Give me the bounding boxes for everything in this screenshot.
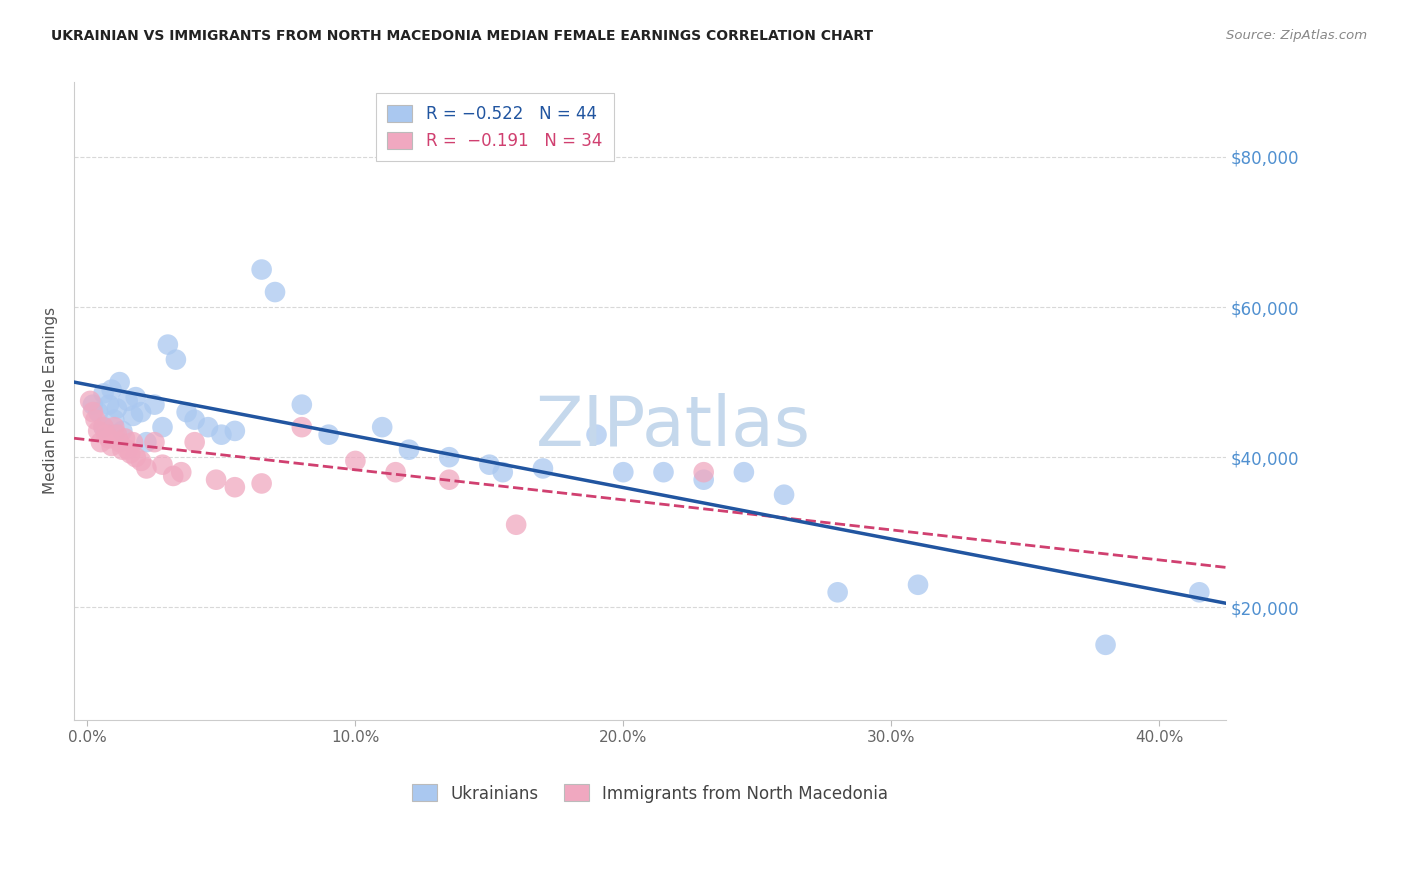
- Point: [96, 427, 118, 442]
- Point: [108, 375, 131, 389]
- Point: [176, 405, 198, 419]
- Point: [384, 465, 406, 479]
- Point: [82, 398, 104, 412]
- Point: [152, 458, 174, 472]
- Point: [398, 442, 420, 457]
- Point: [105, 427, 128, 442]
- Point: [105, 401, 128, 416]
- Point: [87, 424, 110, 438]
- Point: [170, 465, 193, 479]
- Point: [82, 405, 104, 419]
- Point: [692, 473, 714, 487]
- Text: UKRAINIAN VS IMMIGRANTS FROM NORTH MACEDONIA MEDIAN FEMALE EARNINGS CORRELATION : UKRAINIAN VS IMMIGRANTS FROM NORTH MACED…: [51, 29, 873, 43]
- Y-axis label: Median Female Earnings: Median Female Earnings: [44, 308, 58, 494]
- Point: [79, 393, 101, 408]
- Point: [162, 469, 184, 483]
- Point: [773, 488, 796, 502]
- Point: [437, 450, 460, 465]
- Point: [100, 439, 122, 453]
- Point: [108, 435, 131, 450]
- Point: [122, 435, 145, 450]
- Point: [318, 427, 340, 442]
- Point: [103, 412, 125, 426]
- Point: [135, 461, 157, 475]
- Point: [344, 454, 367, 468]
- Point: [152, 420, 174, 434]
- Point: [652, 465, 675, 479]
- Point: [183, 435, 205, 450]
- Point: [114, 432, 136, 446]
- Point: [505, 517, 527, 532]
- Point: [250, 262, 273, 277]
- Point: [122, 409, 145, 423]
- Point: [125, 390, 148, 404]
- Point: [264, 285, 287, 299]
- Point: [125, 450, 148, 465]
- Point: [111, 424, 134, 438]
- Point: [93, 420, 115, 434]
- Point: [120, 446, 142, 460]
- Point: [165, 352, 187, 367]
- Text: ZIPatlas: ZIPatlas: [536, 392, 811, 460]
- Point: [492, 465, 515, 479]
- Point: [371, 420, 394, 434]
- Point: [117, 442, 139, 457]
- Point: [183, 412, 205, 426]
- Point: [827, 585, 849, 599]
- Text: Source: ZipAtlas.com: Source: ZipAtlas.com: [1226, 29, 1367, 42]
- Point: [437, 473, 460, 487]
- Point: [250, 476, 273, 491]
- Point: [103, 420, 125, 434]
- Point: [100, 383, 122, 397]
- Point: [1188, 585, 1211, 599]
- Point: [156, 337, 179, 351]
- Point: [291, 420, 314, 434]
- Point: [97, 432, 120, 446]
- Point: [93, 420, 115, 434]
- Point: [117, 393, 139, 408]
- Point: [111, 442, 134, 457]
- Point: [84, 412, 107, 426]
- Point: [224, 424, 246, 438]
- Point: [90, 435, 112, 450]
- Point: [129, 405, 152, 419]
- Point: [129, 454, 152, 468]
- Legend: Ukrainians, Immigrants from North Macedonia: Ukrainians, Immigrants from North Macedo…: [404, 776, 897, 811]
- Point: [197, 420, 219, 434]
- Point: [93, 386, 115, 401]
- Point: [612, 465, 634, 479]
- Point: [531, 461, 554, 475]
- Point: [143, 435, 166, 450]
- Point: [585, 427, 607, 442]
- Point: [907, 578, 929, 592]
- Point: [143, 398, 166, 412]
- Point: [733, 465, 755, 479]
- Point: [205, 473, 228, 487]
- Point: [291, 398, 314, 412]
- Point: [1094, 638, 1116, 652]
- Point: [87, 405, 110, 419]
- Point: [97, 398, 120, 412]
- Point: [692, 465, 714, 479]
- Point: [478, 458, 501, 472]
- Point: [135, 435, 157, 450]
- Point: [211, 427, 233, 442]
- Point: [224, 480, 246, 494]
